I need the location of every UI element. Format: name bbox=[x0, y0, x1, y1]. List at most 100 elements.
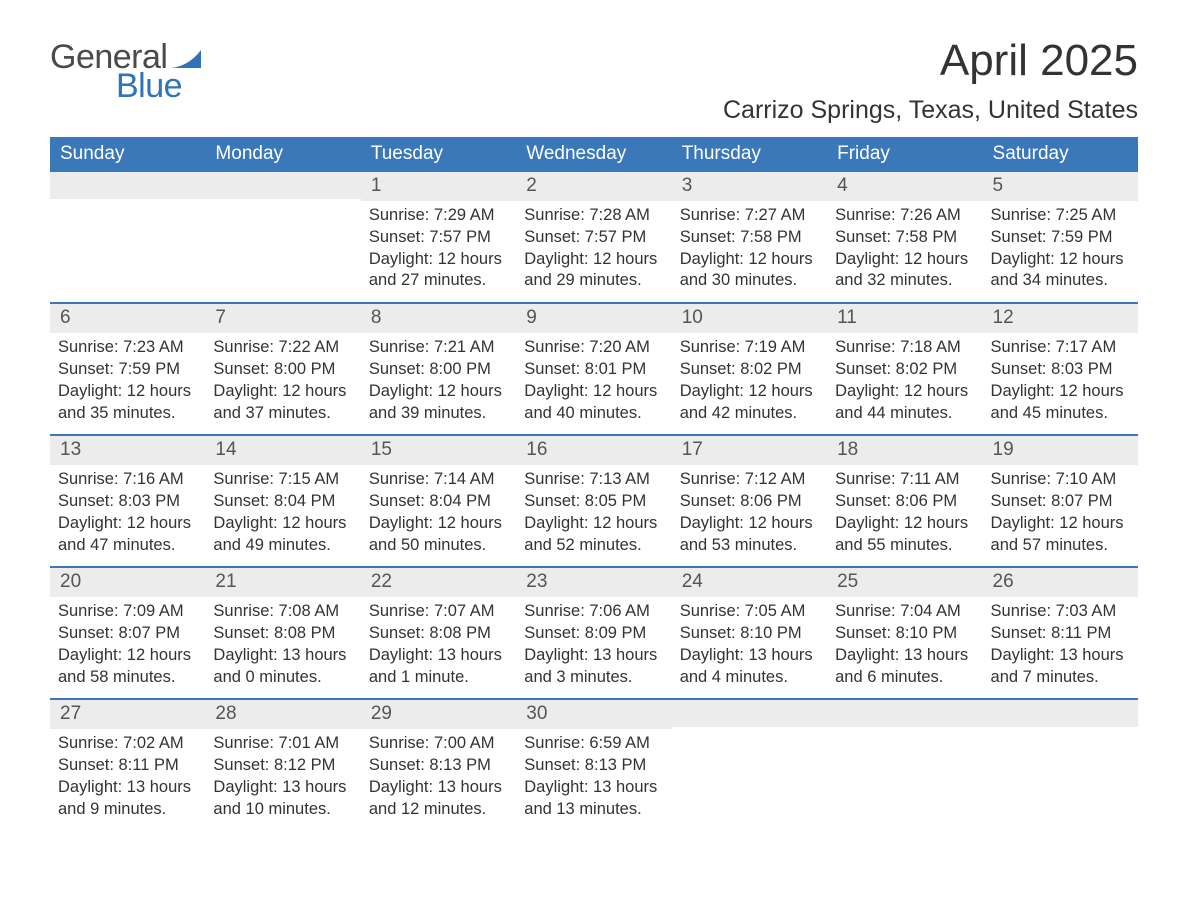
daylight-text: Daylight: 12 hours and 37 minutes. bbox=[213, 381, 352, 425]
day-cell-empty bbox=[672, 700, 827, 830]
day-cell: 3Sunrise: 7:27 AMSunset: 7:58 PMDaylight… bbox=[672, 172, 827, 302]
title-block: April 2025 Carrizo Springs, Texas, Unite… bbox=[723, 38, 1138, 125]
day-cell: 6Sunrise: 7:23 AMSunset: 7:59 PMDaylight… bbox=[50, 304, 205, 434]
day-cell: 18Sunrise: 7:11 AMSunset: 8:06 PMDayligh… bbox=[827, 436, 982, 566]
dow-friday: Friday bbox=[827, 137, 982, 172]
day-body: Sunrise: 7:26 AMSunset: 7:58 PMDaylight:… bbox=[835, 201, 974, 292]
month-title: April 2025 bbox=[723, 38, 1138, 84]
day-cell: 29Sunrise: 7:00 AMSunset: 8:13 PMDayligh… bbox=[361, 700, 516, 830]
sunrise-text: Sunrise: 7:21 AM bbox=[369, 337, 508, 359]
day-cell: 19Sunrise: 7:10 AMSunset: 8:07 PMDayligh… bbox=[983, 436, 1138, 566]
day-cell: 28Sunrise: 7:01 AMSunset: 8:12 PMDayligh… bbox=[205, 700, 360, 830]
day-number: 11 bbox=[827, 304, 982, 333]
day-cell: 2Sunrise: 7:28 AMSunset: 7:57 PMDaylight… bbox=[516, 172, 671, 302]
day-body: Sunrise: 7:05 AMSunset: 8:10 PMDaylight:… bbox=[680, 597, 819, 688]
sunset-text: Sunset: 8:02 PM bbox=[835, 359, 974, 381]
sunset-text: Sunset: 7:59 PM bbox=[991, 227, 1130, 249]
day-body: Sunrise: 7:18 AMSunset: 8:02 PMDaylight:… bbox=[835, 333, 974, 424]
day-body: Sunrise: 7:01 AMSunset: 8:12 PMDaylight:… bbox=[213, 729, 352, 820]
day-cell: 14 Sunrise: 7:15 AMSunset: 8:04 PMDayligh… bbox=[205, 436, 360, 566]
sunrise-text: Sunrise: 7:01 AM bbox=[213, 733, 352, 755]
dow-tuesday: Tuesday bbox=[361, 137, 516, 172]
day-number: 12 bbox=[983, 304, 1138, 333]
day-number: 2 bbox=[516, 172, 671, 201]
day-number: 14 bbox=[205, 436, 360, 465]
sunset-text: Sunset: 8:04 PM bbox=[213, 491, 352, 513]
day-cell: 25Sunrise: 7:04 AMSunset: 8:10 PMDayligh… bbox=[827, 568, 982, 698]
sunrise-text: Sunrise: 7:23 AM bbox=[58, 337, 197, 359]
daylight-text: Daylight: 12 hours and 40 minutes. bbox=[524, 381, 663, 425]
day-body: Sunrise: 7:25 AMSunset: 7:59 PMDaylight:… bbox=[991, 201, 1130, 292]
day-body: Sunrise: 7:16 AMSunset: 8:03 PMDaylight:… bbox=[58, 465, 197, 556]
daylight-text: Daylight: 12 hours and 42 minutes. bbox=[680, 381, 819, 425]
day-number: 24 bbox=[672, 568, 827, 597]
daylight-text: Daylight: 13 hours and 3 minutes. bbox=[524, 645, 663, 689]
day-body: Sunrise: 7:23 AMSunset: 7:59 PMDaylight:… bbox=[58, 333, 197, 424]
day-number: 10 bbox=[672, 304, 827, 333]
header: General Blue April 2025 Carrizo Springs,… bbox=[50, 38, 1138, 125]
sunrise-text: Sunrise: 7:25 AM bbox=[991, 205, 1130, 227]
day-body: Sunrise: 7:21 AMSunset: 8:00 PMDaylight:… bbox=[369, 333, 508, 424]
sunrise-text: Sunrise: 7:19 AM bbox=[680, 337, 819, 359]
day-cell-empty bbox=[205, 172, 360, 302]
sunset-text: Sunset: 8:11 PM bbox=[58, 755, 197, 777]
sunset-text: Sunset: 8:09 PM bbox=[524, 623, 663, 645]
sunset-text: Sunset: 8:02 PM bbox=[680, 359, 819, 381]
day-number: 1 bbox=[361, 172, 516, 201]
day-cell-empty bbox=[983, 700, 1138, 830]
sunrise-text: Sunrise: 7:12 AM bbox=[680, 469, 819, 491]
sunset-text: Sunset: 7:58 PM bbox=[680, 227, 819, 249]
day-body: Sunrise: 7:03 AMSunset: 8:11 PMDaylight:… bbox=[991, 597, 1130, 688]
sunrise-text: Sunrise: 7:26 AM bbox=[835, 205, 974, 227]
day-number bbox=[827, 700, 982, 727]
sunrise-text: Sunrise: 7:15 AM bbox=[213, 469, 352, 491]
sunset-text: Sunset: 8:06 PM bbox=[680, 491, 819, 513]
day-cell: 1Sunrise: 7:29 AMSunset: 7:57 PMDaylight… bbox=[361, 172, 516, 302]
day-number: 15 bbox=[361, 436, 516, 465]
dow-saturday: Saturday bbox=[983, 137, 1138, 172]
sunset-text: Sunset: 8:13 PM bbox=[524, 755, 663, 777]
day-cell: 8Sunrise: 7:21 AMSunset: 8:00 PMDaylight… bbox=[361, 304, 516, 434]
day-body: Sunrise: 7:27 AMSunset: 7:58 PMDaylight:… bbox=[680, 201, 819, 292]
sunrise-text: Sunrise: 7:29 AM bbox=[369, 205, 508, 227]
week-row: 27Sunrise: 7:02 AMSunset: 8:11 PMDayligh… bbox=[50, 698, 1138, 830]
day-body: Sunrise: 7:20 AMSunset: 8:01 PMDaylight:… bbox=[524, 333, 663, 424]
day-cell: 26Sunrise: 7:03 AMSunset: 8:11 PMDayligh… bbox=[983, 568, 1138, 698]
day-number: 20 bbox=[50, 568, 205, 597]
day-body: Sunrise: 7:02 AMSunset: 8:11 PMDaylight:… bbox=[58, 729, 197, 820]
sunset-text: Sunset: 8:12 PM bbox=[213, 755, 352, 777]
day-body: Sunrise: 7:09 AMSunset: 8:07 PMDaylight:… bbox=[58, 597, 197, 688]
daylight-text: Daylight: 12 hours and 49 minutes. bbox=[213, 513, 352, 557]
day-number: 27 bbox=[50, 700, 205, 729]
day-number: 19 bbox=[983, 436, 1138, 465]
day-cell: 7Sunrise: 7:22 AMSunset: 8:00 PMDaylight… bbox=[205, 304, 360, 434]
week-row: 13Sunrise: 7:16 AMSunset: 8:03 PMDayligh… bbox=[50, 434, 1138, 566]
daylight-text: Daylight: 12 hours and 39 minutes. bbox=[369, 381, 508, 425]
sunrise-text: Sunrise: 7:08 AM bbox=[213, 601, 352, 623]
sunrise-text: Sunrise: 7:09 AM bbox=[58, 601, 197, 623]
sunrise-text: Sunrise: 7:28 AM bbox=[524, 205, 663, 227]
sunrise-text: Sunrise: 7:27 AM bbox=[680, 205, 819, 227]
daylight-text: Daylight: 13 hours and 0 minutes. bbox=[213, 645, 352, 689]
daylight-text: Daylight: 12 hours and 50 minutes. bbox=[369, 513, 508, 557]
sunset-text: Sunset: 8:03 PM bbox=[58, 491, 197, 513]
day-number bbox=[983, 700, 1138, 727]
daylight-text: Daylight: 13 hours and 4 minutes. bbox=[680, 645, 819, 689]
day-cell: 17Sunrise: 7:12 AMSunset: 8:06 PMDayligh… bbox=[672, 436, 827, 566]
day-cell: 10 Sunrise: 7:19 AMSunset: 8:02 PMDayligh… bbox=[672, 304, 827, 434]
sunset-text: Sunset: 8:13 PM bbox=[369, 755, 508, 777]
sunrise-text: Sunrise: 7:10 AM bbox=[991, 469, 1130, 491]
sunset-text: Sunset: 8:04 PM bbox=[369, 491, 508, 513]
daylight-text: Daylight: 12 hours and 58 minutes. bbox=[58, 645, 197, 689]
day-cell: 12Sunrise: 7:17 AMSunset: 8:03 PMDayligh… bbox=[983, 304, 1138, 434]
day-body: Sunrise: 7:22 AMSunset: 8:00 PMDaylight:… bbox=[213, 333, 352, 424]
day-number: 6 bbox=[50, 304, 205, 333]
sunrise-text: Sunrise: 7:05 AM bbox=[680, 601, 819, 623]
dow-sunday: Sunday bbox=[50, 137, 205, 172]
sunset-text: Sunset: 8:07 PM bbox=[58, 623, 197, 645]
day-number: 21 bbox=[205, 568, 360, 597]
sunrise-text: Sunrise: 7:17 AM bbox=[991, 337, 1130, 359]
sunset-text: Sunset: 8:06 PM bbox=[835, 491, 974, 513]
sunrise-text: Sunrise: 7:18 AM bbox=[835, 337, 974, 359]
sunset-text: Sunset: 8:05 PM bbox=[524, 491, 663, 513]
